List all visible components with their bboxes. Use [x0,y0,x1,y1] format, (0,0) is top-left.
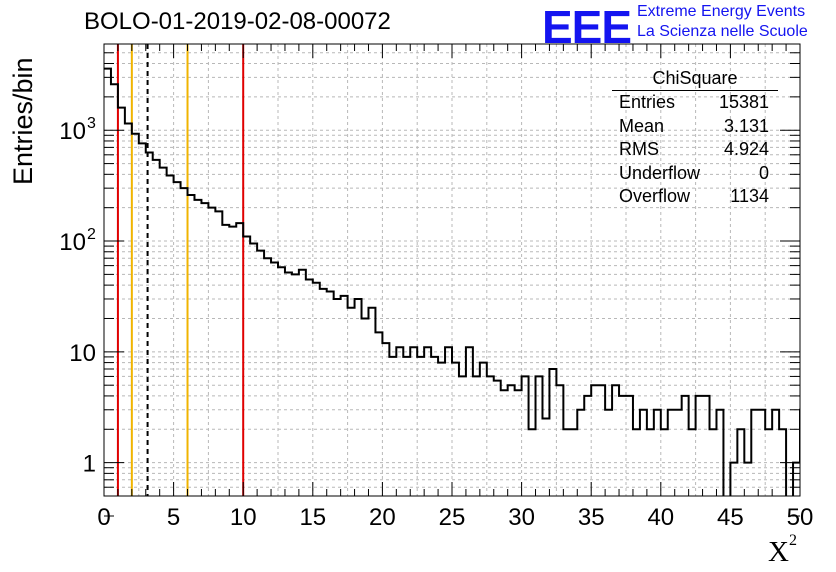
axis-ticks [103,43,801,517]
y-tick-label-exponent: 2 [87,226,96,243]
stats-label: Underflow [619,162,701,183]
y-tick-label: 10 [69,340,96,367]
stats-label: Mean [619,115,665,136]
grid-lines [104,44,800,496]
x-tick-label: 20 [369,504,396,531]
x-tick-label: 10 [230,504,257,531]
y-tick-label-exponent: 3 [87,115,96,132]
stats-label: Entries [619,92,676,112]
x-tick-label: 45 [717,504,744,531]
x-tick-label: 40 [647,504,674,531]
stats-row-entries: Entries 15381 [612,91,778,115]
x-tick-label: 50 [787,504,814,531]
eee-logo-mark: EEE [542,1,632,53]
x-tick-label: 25 [439,504,466,531]
x-tick-label: 0 [97,504,110,531]
stats-header: ChiSquare [612,66,778,91]
stats-value: 15381 [718,92,769,112]
stats-row-rms: RMS 4.924 [612,138,778,162]
stats-row-overflow: Overflow 1134 [612,185,778,209]
y-tick-label: 1 [83,451,96,478]
x-tick-label: 15 [299,504,326,531]
stats-row-mean: Mean 3.131 [612,115,778,139]
x-tick-label: 35 [578,504,605,531]
stats-label: Overflow [619,186,691,206]
stats-label: RMS [619,139,659,159]
x-tick-label: 5 [167,504,180,531]
y-tick-label: 10 [59,229,86,256]
stats-value: 3.131 [723,115,769,136]
stats-box: ChiSquare Entries 15381 Mean 3.131 RMS 4.92… [612,66,778,209]
stats-value: 1134 [730,186,769,206]
stats-value: 0 [758,162,769,183]
logo-line-2: La Scienza nelle Scuole [637,23,808,40]
x-tick-labels: 0 5 10 15 20 25 30 35 40 45 50 [97,504,813,531]
x-axis-label: X2 [768,532,797,568]
chart-title: BOLO-01-2019-02-08-00072 [84,8,391,35]
reference-lines [116,44,245,496]
x-tick-label: 30 [508,504,535,531]
histogram-series [104,67,800,496]
logo-line-1: Extreme Energy Events [637,3,806,20]
stats-row-underflow: Underflow 0 [612,162,778,186]
stats-value: 4.924 [723,139,769,159]
y-axis-label: Entries/bin [8,57,38,185]
y-tick-label: 10 [59,118,86,145]
